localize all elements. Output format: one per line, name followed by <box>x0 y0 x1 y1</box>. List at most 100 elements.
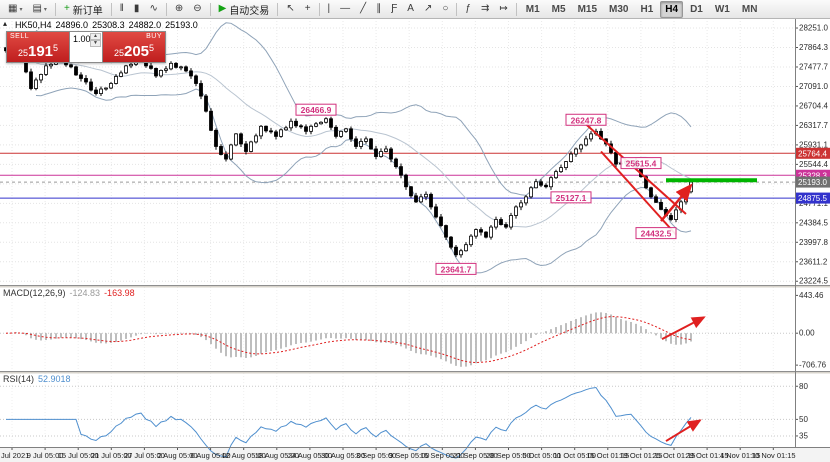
new-order-button[interactable]: + 新订单 <box>60 1 107 18</box>
auto-trading-icon: ▶ <box>218 3 227 14</box>
price-badges: 25764.4 25328.3 24875.5 25193.0 <box>796 147 830 204</box>
timeframe-h1-button[interactable]: H1 <box>640 3 654 15</box>
chart-area: 26466.9 26247.8 25615.4 25127.1 24432.5 23641… <box>0 18 830 462</box>
bollinger-middle <box>35 62 692 228</box>
auto-trading-button[interactable]: ▶ 自动交易 <box>215 1 274 18</box>
timeframe-h4-button[interactable]: H4 <box>660 0 684 18</box>
svg-text:3 Sep 05:00: 3 Sep 05:00 <box>356 451 396 460</box>
arrow-object-button[interactable]: ↗ <box>420 1 436 18</box>
svg-text:25328.3: 25328.3 <box>798 171 827 180</box>
svg-text:11 Oct 05:00: 11 Oct 05:00 <box>554 451 596 460</box>
timeframe-w1-button[interactable]: W1 <box>714 3 730 15</box>
spin-down-icon[interactable]: ▼ <box>90 40 101 47</box>
svg-text:25544.4: 25544.4 <box>799 160 828 169</box>
profiles-button[interactable]: ▤ ▾ <box>28 1 50 18</box>
chart-canvas[interactable]: 26466.9 26247.8 25615.4 25127.1 24432.5 23641… <box>0 18 830 462</box>
toolbar-separator <box>277 2 279 16</box>
macd-signal-line <box>5 316 692 364</box>
svg-text:26466.9: 26466.9 <box>301 105 332 115</box>
svg-text:24 Aug 05:00: 24 Aug 05:00 <box>288 451 332 460</box>
svg-text:26317.7: 26317.7 <box>799 121 828 130</box>
fibonacci-button[interactable]: Ƒ <box>387 1 401 18</box>
new-chart-caret-icon: ▾ <box>19 6 23 13</box>
svg-text:27 Jul 05:00: 27 Jul 05:00 <box>124 451 165 460</box>
sell-price-pip: 5 <box>53 43 59 53</box>
svg-text:28251.0: 28251.0 <box>799 24 828 33</box>
auto-scroll-icon: ⇉ <box>480 3 490 14</box>
toolbar-separator <box>456 2 458 16</box>
buy-button[interactable]: BUY 252055 <box>103 32 165 62</box>
equidistant-channel-icon: ∥ <box>376 3 382 14</box>
chart-shift-button[interactable]: ↦ <box>495 1 511 18</box>
ohlc-high: 25308.3 <box>92 20 125 30</box>
ohlc-low: 24882.0 <box>128 20 162 30</box>
chart-candles-icon: ▮ <box>133 3 140 14</box>
arrow-object-icon: ↗ <box>423 3 433 14</box>
rsi-line <box>6 386 692 459</box>
trendline-icon: ╱ <box>360 3 367 14</box>
chart-bars-button[interactable]: ‖ <box>116 1 128 18</box>
svg-text:7 Jul 2021: 7 Jul 2021 <box>0 451 29 460</box>
rsi-label: RSI(14) 52.9018 <box>3 374 71 384</box>
toolbar-separator <box>165 2 167 16</box>
zoom-in-icon: ⊕ <box>174 3 184 14</box>
new-chart-button[interactable]: ▦ ▾ <box>4 1 26 18</box>
svg-text:24384.5: 24384.5 <box>799 218 828 227</box>
auto-scroll-button[interactable]: ⇉ <box>477 1 493 18</box>
spin-up-icon[interactable]: ▲ <box>90 33 101 40</box>
new-chart-icon: ▦ <box>8 3 18 14</box>
buy-price-prefix: 25 <box>113 48 124 58</box>
sell-button[interactable]: SELL 251915 <box>7 32 69 62</box>
svg-text:28 Sep 05:00: 28 Sep 05:00 <box>486 451 531 460</box>
bullish-arrow[interactable] <box>660 183 693 222</box>
volume-input[interactable]: 1.00 ▲ ▼ <box>69 32 103 62</box>
svg-text:10 Nov 01:15: 10 Nov 01:15 <box>751 451 796 460</box>
crosshair-button[interactable]: + <box>301 1 315 18</box>
buy-price-main: 205 <box>123 43 150 60</box>
volume-spinner[interactable]: ▲ ▼ <box>90 33 101 47</box>
svg-text:19 Oct 01:15: 19 Oct 01:15 <box>619 451 662 460</box>
timeframe-m5-button[interactable]: M5 <box>551 3 566 15</box>
text-label-icon: A <box>407 3 414 14</box>
zoom-out-button[interactable]: ⊖ <box>189 1 205 18</box>
chart-line-button[interactable]: ∿ <box>145 1 161 18</box>
horizontal-line-icon: — <box>340 3 351 14</box>
horizontal-lines[interactable] <box>0 152 795 199</box>
horizontal-line-button[interactable]: — <box>336 1 354 18</box>
vertical-line-button[interactable]: | <box>324 1 335 18</box>
shapes-button[interactable]: ○ <box>438 1 452 18</box>
auto-trading-label: 自动交易 <box>229 5 270 17</box>
buy-price-pip: 5 <box>149 43 155 53</box>
zoom-in-button[interactable]: ⊕ <box>171 1 187 18</box>
toolbar-separator <box>515 2 517 16</box>
one-click-collapse-toggle[interactable]: ▴ <box>3 19 8 28</box>
rsi-bullish-arrow[interactable] <box>665 419 702 442</box>
macd-bullish-arrow[interactable] <box>661 316 706 340</box>
cursor-button[interactable]: ↖ <box>282 1 298 18</box>
timeframe-m15-button[interactable]: M15 <box>577 3 598 15</box>
toolbar-separator <box>110 2 112 16</box>
svg-text:24432.5: 24432.5 <box>641 229 672 239</box>
price-annotations[interactable]: 26466.9 26247.8 25615.4 25127.1 24432.5 23641… <box>295 103 677 275</box>
svg-text:29 Oct 01:15: 29 Oct 01:15 <box>686 451 729 460</box>
timeframe-m1-button[interactable]: M1 <box>525 3 540 15</box>
timeframe-mn-button[interactable]: MN <box>741 3 758 15</box>
trendline-button[interactable]: ╱ <box>356 1 370 18</box>
sell-label: SELL <box>10 33 30 40</box>
svg-text:21 Sep 05:00: 21 Sep 05:00 <box>453 451 498 460</box>
chart-line-icon: ∿ <box>149 3 158 14</box>
timeframe-d1-button[interactable]: D1 <box>690 3 703 15</box>
chart-candles-button[interactable]: ▮ <box>130 1 144 18</box>
trendlines[interactable] <box>585 123 693 236</box>
equidistant-channel-button[interactable]: ∥ <box>372 1 385 18</box>
ohlc-close: 25193.0 <box>165 20 198 30</box>
indicators-button[interactable]: ƒ <box>461 1 475 18</box>
svg-text:25615.4: 25615.4 <box>626 159 657 169</box>
text-label-button[interactable]: A <box>403 1 418 18</box>
svg-text:15 Oct 01:15: 15 Oct 01:15 <box>586 451 629 460</box>
svg-text:21 Jul 05:00: 21 Jul 05:00 <box>91 451 132 460</box>
timeframe-m30-button[interactable]: M30 <box>609 3 629 15</box>
bollinger-lower <box>35 87 692 274</box>
